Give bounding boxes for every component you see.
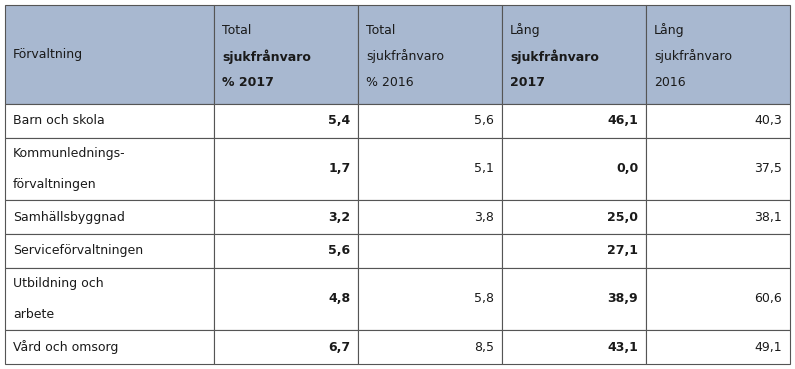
Text: Lång: Lång: [654, 23, 684, 37]
Text: 8,5: 8,5: [475, 341, 494, 354]
Bar: [646, 104, 790, 138]
Bar: [646, 268, 790, 330]
Bar: [502, 5, 646, 104]
Text: 5,4: 5,4: [328, 114, 351, 127]
Bar: [502, 234, 646, 268]
Text: 5,6: 5,6: [328, 244, 351, 258]
Text: Total: Total: [366, 24, 396, 37]
Text: Samhällsbyggnad: Samhällsbyggnad: [13, 210, 125, 224]
Text: Förvaltning: Förvaltning: [13, 48, 83, 61]
Text: sjukfrånvaro: sjukfrånvaro: [366, 49, 444, 63]
Bar: [359, 330, 502, 364]
Text: Serviceförvaltningen: Serviceförvaltningen: [13, 244, 143, 258]
Text: 3,8: 3,8: [475, 210, 494, 224]
Text: % 2017: % 2017: [223, 76, 274, 89]
Bar: [359, 200, 502, 234]
Bar: [5, 138, 215, 200]
Bar: [215, 268, 359, 330]
Text: Utbildning och: Utbildning och: [13, 277, 103, 290]
Bar: [5, 268, 215, 330]
Text: 2016: 2016: [654, 76, 685, 89]
Text: Kommunlednings-: Kommunlednings-: [13, 147, 126, 160]
Text: 2017: 2017: [510, 76, 545, 89]
Text: 27,1: 27,1: [607, 244, 638, 258]
Text: Barn och skola: Barn och skola: [13, 114, 105, 127]
Bar: [359, 104, 502, 138]
Text: sjukfrånvaro: sjukfrånvaro: [510, 49, 599, 64]
Bar: [215, 234, 359, 268]
Text: förvaltningen: förvaltningen: [13, 178, 96, 191]
Bar: [646, 234, 790, 268]
Bar: [646, 138, 790, 200]
Bar: [646, 200, 790, 234]
Text: 6,7: 6,7: [328, 341, 351, 354]
Bar: [359, 138, 502, 200]
Text: 38,1: 38,1: [754, 210, 782, 224]
Bar: [5, 200, 215, 234]
Text: sjukfrånvaro: sjukfrånvaro: [654, 49, 732, 63]
Bar: [359, 234, 502, 268]
Text: sjukfrånvaro: sjukfrånvaro: [223, 49, 311, 64]
Text: 46,1: 46,1: [607, 114, 638, 127]
Text: % 2016: % 2016: [366, 76, 414, 89]
Text: 5,8: 5,8: [475, 293, 494, 306]
Bar: [646, 5, 790, 104]
Text: 3,2: 3,2: [328, 210, 351, 224]
Text: 60,6: 60,6: [754, 293, 782, 306]
Bar: [502, 330, 646, 364]
Bar: [5, 234, 215, 268]
Text: 25,0: 25,0: [607, 210, 638, 224]
Bar: [215, 104, 359, 138]
Bar: [502, 104, 646, 138]
Text: Total: Total: [223, 24, 252, 37]
Bar: [5, 5, 215, 104]
Bar: [5, 330, 215, 364]
Bar: [215, 200, 359, 234]
Text: 49,1: 49,1: [754, 341, 782, 354]
Text: 0,0: 0,0: [616, 162, 638, 175]
Bar: [215, 330, 359, 364]
Bar: [359, 5, 502, 104]
Bar: [502, 200, 646, 234]
Bar: [359, 268, 502, 330]
Text: 37,5: 37,5: [754, 162, 782, 175]
Bar: [5, 104, 215, 138]
Text: 1,7: 1,7: [328, 162, 351, 175]
Bar: [502, 268, 646, 330]
Text: Lång: Lång: [510, 23, 541, 37]
Text: arbete: arbete: [13, 308, 54, 321]
Text: Vård och omsorg: Vård och omsorg: [13, 340, 118, 354]
Text: 4,8: 4,8: [328, 293, 351, 306]
Text: 5,6: 5,6: [475, 114, 494, 127]
Text: 40,3: 40,3: [754, 114, 782, 127]
Text: 43,1: 43,1: [607, 341, 638, 354]
Bar: [215, 5, 359, 104]
Text: 38,9: 38,9: [607, 293, 638, 306]
Bar: [646, 330, 790, 364]
Text: 5,1: 5,1: [475, 162, 494, 175]
Bar: [215, 138, 359, 200]
Bar: [502, 138, 646, 200]
